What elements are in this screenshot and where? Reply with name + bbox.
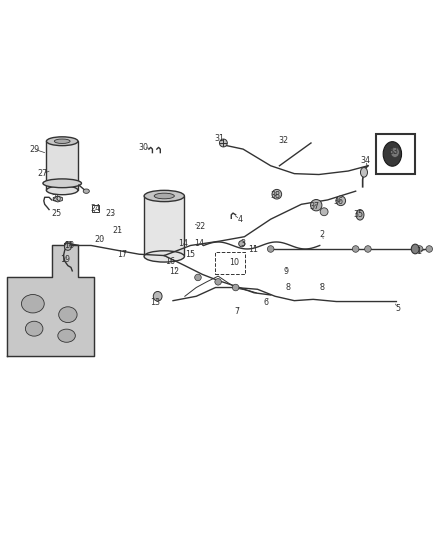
Ellipse shape — [336, 196, 346, 206]
Text: 22: 22 — [195, 222, 206, 231]
Ellipse shape — [411, 244, 419, 254]
Text: 23: 23 — [105, 208, 116, 217]
Text: 26: 26 — [51, 194, 61, 203]
Ellipse shape — [416, 246, 423, 252]
Text: 18: 18 — [64, 241, 74, 250]
Text: 14: 14 — [178, 239, 188, 248]
Text: 37: 37 — [309, 201, 320, 211]
Polygon shape — [7, 246, 94, 356]
Text: 6: 6 — [264, 298, 269, 307]
Ellipse shape — [383, 142, 402, 166]
Text: 17: 17 — [117, 250, 127, 259]
Text: 20: 20 — [95, 235, 105, 244]
Text: 25: 25 — [51, 208, 61, 217]
Text: 10: 10 — [230, 259, 239, 268]
Text: 3: 3 — [240, 239, 246, 248]
Ellipse shape — [360, 167, 367, 177]
Ellipse shape — [144, 251, 184, 262]
Bar — [215, 252, 245, 274]
Ellipse shape — [58, 329, 75, 342]
Ellipse shape — [426, 246, 433, 252]
Text: 34: 34 — [361, 156, 371, 165]
Ellipse shape — [239, 241, 245, 247]
Ellipse shape — [356, 209, 364, 220]
Text: 13: 13 — [151, 298, 160, 307]
Ellipse shape — [232, 284, 239, 291]
Ellipse shape — [54, 139, 70, 143]
Text: 36: 36 — [333, 197, 343, 206]
Text: 4: 4 — [237, 215, 243, 224]
Text: 30: 30 — [139, 143, 148, 152]
Text: 35: 35 — [353, 211, 364, 219]
Ellipse shape — [154, 193, 174, 199]
Ellipse shape — [215, 279, 221, 285]
Ellipse shape — [267, 246, 274, 252]
Ellipse shape — [59, 307, 77, 322]
Ellipse shape — [46, 186, 78, 195]
Ellipse shape — [352, 246, 359, 252]
Bar — [46, 141, 78, 190]
Ellipse shape — [320, 208, 328, 216]
Text: 16: 16 — [165, 257, 175, 266]
Text: 12: 12 — [169, 267, 180, 276]
Bar — [144, 196, 184, 256]
Text: 38: 38 — [270, 191, 280, 200]
Text: 24: 24 — [90, 204, 101, 213]
Ellipse shape — [153, 292, 162, 301]
Text: 29: 29 — [29, 144, 39, 154]
Ellipse shape — [272, 189, 282, 199]
Ellipse shape — [43, 179, 81, 188]
Ellipse shape — [64, 243, 71, 251]
Text: 19: 19 — [60, 255, 70, 264]
Text: 21: 21 — [112, 226, 123, 235]
Text: 1: 1 — [416, 247, 421, 256]
Text: 2: 2 — [319, 230, 325, 239]
Ellipse shape — [194, 274, 201, 281]
Polygon shape — [53, 196, 62, 202]
Text: 9: 9 — [283, 267, 288, 276]
Text: 7: 7 — [235, 306, 240, 316]
Text: 27: 27 — [38, 169, 48, 178]
Text: 31: 31 — [215, 134, 225, 143]
Ellipse shape — [144, 190, 184, 201]
Text: 15: 15 — [185, 250, 196, 259]
Ellipse shape — [219, 139, 227, 147]
Text: 32: 32 — [279, 136, 289, 145]
Text: 33: 33 — [389, 147, 398, 156]
Text: 11: 11 — [248, 245, 258, 254]
Text: 8: 8 — [319, 283, 325, 292]
Ellipse shape — [25, 321, 43, 336]
Text: 5: 5 — [395, 304, 400, 313]
Ellipse shape — [391, 147, 399, 157]
Ellipse shape — [364, 246, 371, 252]
Bar — [92, 205, 99, 212]
Ellipse shape — [83, 189, 89, 193]
Ellipse shape — [21, 295, 44, 313]
Text: 8: 8 — [286, 283, 291, 292]
Ellipse shape — [46, 137, 78, 146]
Ellipse shape — [311, 199, 322, 211]
Text: 14: 14 — [194, 239, 204, 248]
Bar — [376, 134, 415, 174]
